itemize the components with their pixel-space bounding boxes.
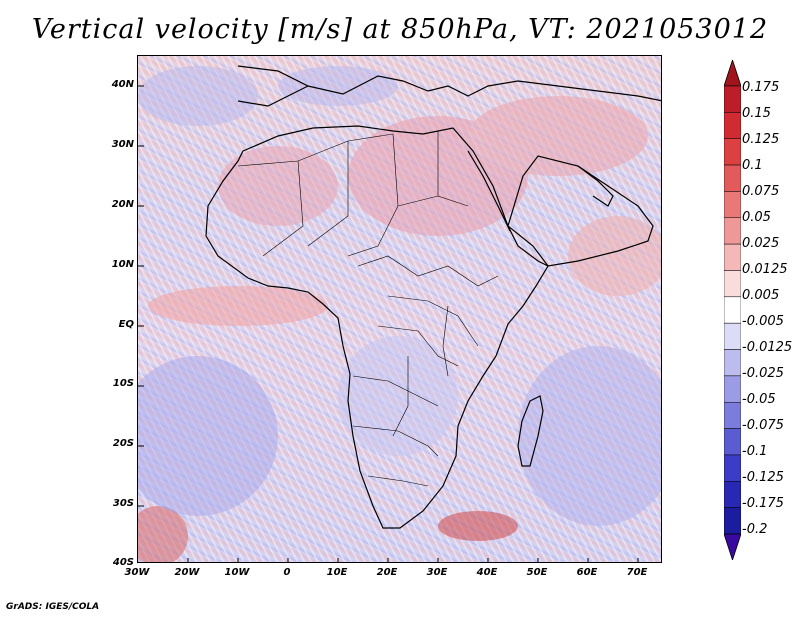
map-canvas (138, 65, 661, 562)
colorbar-label-neg-0.005: -0.005 (742, 314, 784, 329)
lat-label-40n: 40N (111, 79, 134, 90)
lon-label-60e: 60E (576, 567, 598, 578)
frame-ticks (138, 85, 639, 562)
africa-coastline (205, 125, 549, 529)
colorbar-segment (724, 428, 741, 456)
colorbar-label-neg-0.075: -0.075 (742, 418, 784, 433)
colorbar-segment (724, 138, 741, 166)
colorbar-cap-bottom (724, 533, 741, 560)
lon-label-50e: 50E (526, 567, 548, 578)
lon-label-70e: 70E (626, 567, 648, 578)
colorbar-segment (724, 217, 741, 245)
lon-label-40e: 40E (476, 567, 498, 578)
europe-coastline (237, 65, 661, 102)
colorbar-cap-top (724, 60, 741, 87)
iberia-coastline (237, 85, 309, 107)
persian-gulf (577, 165, 614, 207)
map-title: Vertical velocity [m/s] at 850hPa, VT: 2… (31, 14, 769, 45)
lat-label-40s: 40S (112, 557, 134, 568)
ascent-patches (138, 96, 661, 562)
colorbar-segment (724, 85, 741, 113)
lat-label-30n: 30N (111, 139, 134, 150)
colorbar-label-neg-0.1: -0.1 (742, 444, 768, 459)
red-sea-coast (467, 150, 511, 232)
lon-label-30e: 30E (426, 567, 448, 578)
colorbar-segment (724, 454, 741, 482)
colorbar-segment (724, 375, 741, 403)
lon-label-10e: 10E (326, 567, 348, 578)
colorbar-segment (724, 270, 741, 298)
colorbar (724, 60, 741, 560)
colorbar-segment (724, 243, 741, 271)
arabia-coastline (507, 155, 654, 267)
colorbar-segment (724, 401, 741, 429)
madagascar-outline (517, 395, 544, 467)
colorbar-segment (724, 507, 741, 535)
lon-label-30w: 30W (124, 567, 150, 578)
lon-label-10w: 10W (224, 567, 250, 578)
colorbar-label-0.075: 0.075 (742, 184, 780, 199)
lon-label-0: 0 (283, 567, 291, 578)
colorbar-label-neg-0.175: -0.175 (742, 496, 784, 511)
colorbar-label-0.05: 0.05 (742, 210, 771, 225)
lat-label-10n: 10N (111, 259, 134, 270)
colorbar-segment (724, 164, 741, 192)
colorbar-label-0.1: 0.1 (742, 158, 763, 173)
lat-label-20n: 20N (111, 199, 134, 210)
colorbar-label-neg-0.2: -0.2 (742, 522, 768, 537)
colorbar-segment (724, 481, 741, 508)
grads-credit: GrADS: IGES/COLA (6, 602, 100, 612)
colorbar-segment (724, 322, 741, 350)
lat-label-20s: 20S (112, 438, 134, 449)
lat-label-30s: 30S (112, 498, 134, 509)
colorbar-label-neg-0.05: -0.05 (742, 392, 776, 407)
colorbar-label-0.0125: 0.0125 (742, 262, 788, 277)
colorbar-label-neg-0.0125: -0.0125 (742, 340, 793, 355)
map-panel (137, 55, 662, 563)
coastlines (205, 65, 661, 529)
colorbar-label-0.15: 0.15 (742, 106, 771, 121)
colorbar-segment (724, 349, 741, 377)
country-borders (237, 131, 499, 487)
colorbar-label-0.005: 0.005 (742, 288, 780, 303)
colorbar-label-0.125: 0.125 (742, 132, 780, 147)
colorbar-label-neg-0.125: -0.125 (742, 470, 784, 485)
colorbar-label-neg-0.025: -0.025 (742, 366, 784, 381)
lat-label-eq: EQ (118, 319, 134, 330)
colorbar-segment (724, 112, 741, 139)
colorbar-segment (724, 296, 741, 324)
colorbar-label-0.175: 0.175 (742, 80, 780, 95)
descent-patches (138, 66, 661, 526)
colorbar-label-0.025: 0.025 (742, 236, 780, 251)
lon-label-20e: 20E (376, 567, 398, 578)
lon-label-20w: 20W (174, 567, 200, 578)
lat-label-10s: 10S (112, 378, 134, 389)
colorbar-segment (724, 191, 741, 219)
